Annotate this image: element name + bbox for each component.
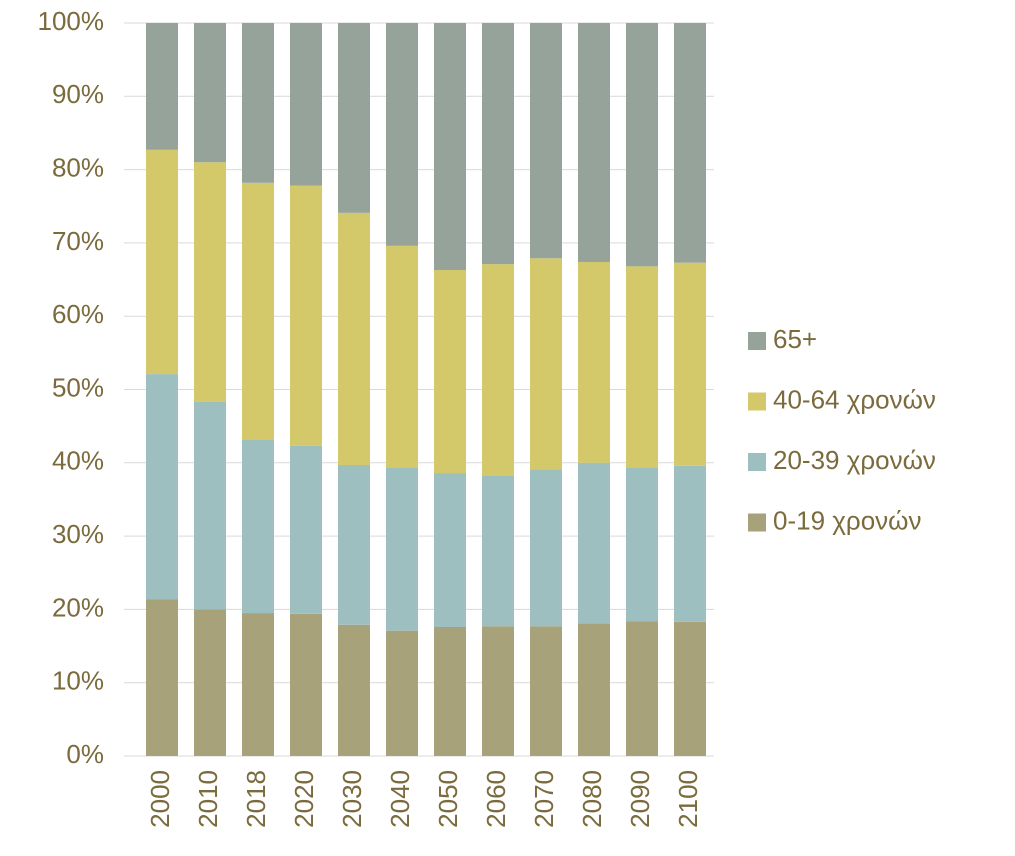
- bar-segment: [578, 23, 610, 262]
- bar-segment: [626, 266, 658, 468]
- bar-segment: [194, 609, 226, 756]
- legend-label: 20-39 χρονών: [773, 445, 936, 475]
- bar-segment: [386, 467, 418, 631]
- x-tick-label: 2018: [241, 770, 271, 828]
- bar-segment: [242, 613, 274, 756]
- bar-segment: [674, 465, 706, 622]
- bar-segment: [338, 212, 370, 465]
- y-tick-label: 40%: [52, 446, 104, 476]
- y-tick-label: 60%: [52, 299, 104, 329]
- bar-segment: [434, 23, 466, 271]
- bar-segment: [482, 626, 514, 756]
- bar-segment: [674, 23, 706, 263]
- x-tick-label: 2010: [193, 770, 223, 828]
- legend-label: 0-19 χρονών: [773, 505, 921, 535]
- bar-segment: [386, 245, 418, 468]
- bar-segment: [242, 182, 274, 440]
- bar-segment: [434, 473, 466, 627]
- y-tick-label: 10%: [52, 666, 104, 696]
- bar-segment: [290, 445, 322, 614]
- x-tick-label: 2080: [577, 770, 607, 828]
- bar-segment: [338, 624, 370, 756]
- x-tick-label: 2040: [385, 770, 415, 828]
- bar-segment: [434, 626, 466, 756]
- bar-segment: [146, 149, 178, 375]
- bar-segment: [194, 23, 226, 163]
- y-tick-label: 50%: [52, 372, 104, 402]
- x-tick-label: 2070: [529, 770, 559, 828]
- bar-segment: [146, 599, 178, 756]
- bar-segment: [242, 23, 274, 183]
- y-tick-label: 0%: [66, 739, 104, 769]
- y-tick-label: 70%: [52, 226, 104, 256]
- x-tick-label: 2030: [337, 770, 367, 828]
- bar-segment: [482, 475, 514, 627]
- x-tick-label: 2020: [289, 770, 319, 828]
- bar-segment: [290, 23, 322, 186]
- bar-segment: [482, 23, 514, 265]
- bar-segment: [578, 261, 610, 463]
- bar-segment: [530, 23, 562, 259]
- legend-swatch: [748, 392, 766, 411]
- legend-label: 65+: [773, 324, 817, 354]
- y-tick-label: 100%: [38, 6, 105, 36]
- bar-segment: [290, 185, 322, 446]
- y-tick-label: 30%: [52, 519, 104, 549]
- bar-segment: [482, 264, 514, 476]
- y-tick-label: 80%: [52, 152, 104, 182]
- bar-segment: [146, 374, 178, 600]
- legend-swatch: [748, 332, 766, 350]
- x-tick-label: 2100: [673, 770, 703, 828]
- bar-segment: [626, 467, 658, 622]
- bar-segment: [530, 258, 562, 470]
- legend-label: 40-64 χρονών: [773, 384, 936, 414]
- bar-segment: [338, 23, 370, 213]
- bar-segment: [146, 23, 178, 150]
- bar-segment: [194, 401, 226, 610]
- bar-segment: [674, 621, 706, 756]
- legend-swatch: [748, 453, 766, 471]
- x-tick-label: 2050: [433, 770, 463, 828]
- bar-segment: [434, 270, 466, 474]
- bar-segment: [626, 23, 658, 267]
- y-tick-label: 90%: [52, 79, 104, 109]
- x-tick-label: 2000: [145, 770, 175, 828]
- bar-segment: [530, 469, 562, 627]
- bar-segment: [194, 162, 226, 402]
- bar-segment: [626, 621, 658, 756]
- bar-segment: [386, 23, 418, 246]
- bar-segment: [386, 630, 418, 756]
- y-tick-label: 20%: [52, 592, 104, 622]
- x-tick-label: 2090: [625, 770, 655, 828]
- bar-segment: [578, 623, 610, 756]
- bar-segment: [242, 439, 274, 614]
- legend-swatch: [748, 513, 766, 532]
- bar-segment: [338, 464, 370, 625]
- bar-segment: [674, 262, 706, 466]
- bar-segment: [530, 626, 562, 756]
- bar-segment: [290, 613, 322, 756]
- x-tick-label: 2060: [481, 770, 511, 828]
- bar-segment: [578, 462, 610, 624]
